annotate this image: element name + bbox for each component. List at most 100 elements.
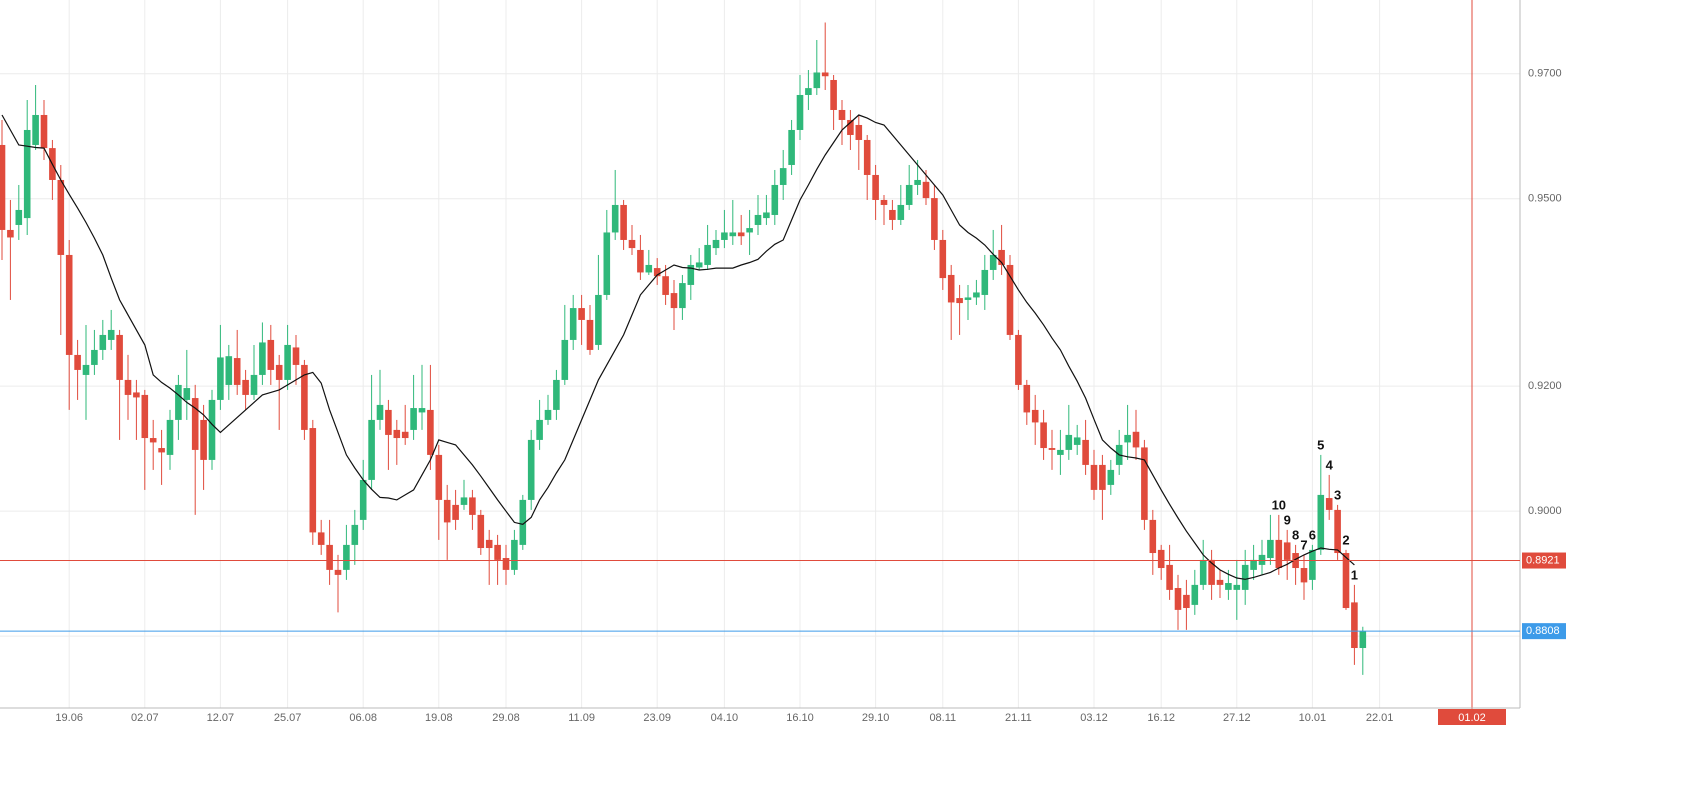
candle-body [737,232,745,237]
candle-body [620,204,627,240]
candle-body [116,334,123,380]
candle-body [469,497,476,515]
candle-body [23,129,31,219]
candle-body [763,212,770,219]
candle-body [712,239,720,249]
candle-body [981,269,989,295]
candle-body [989,254,997,270]
candle-body [586,319,594,350]
x-tick-label: 01.02 [1458,712,1486,724]
x-tick-label: 06.08 [349,712,377,724]
candle-body [611,204,619,233]
x-tick-label: 23.09 [643,712,671,724]
price-label: 0.8921 [1526,554,1560,566]
x-tick-label: 19.06 [55,712,83,724]
candle-body [746,228,753,233]
candle-body [65,254,73,355]
candle-body [1048,448,1056,450]
candle-body [855,124,863,140]
candle-body [998,249,1005,265]
candle-body [914,179,921,185]
x-tick-label: 19.08 [425,712,453,724]
candle-body [175,384,182,420]
candle-body [1233,584,1241,590]
x-tick-label: 03.12 [1080,712,1108,724]
candle-body [1174,588,1182,610]
x-tick-label: 29.10 [862,712,890,724]
candle-body [133,392,140,398]
candle-body [796,94,804,130]
candle-label: 10 [1272,497,1286,512]
candle-body [1065,434,1073,450]
candle-label: 3 [1334,487,1341,502]
candle-body [1267,539,1274,559]
candle-body [536,419,543,440]
candle-body [1342,553,1350,609]
candle-body [771,184,779,215]
candle-body [788,129,795,165]
candle-body [208,399,216,460]
candle-body [191,398,199,450]
candle-body [1191,584,1199,605]
x-tick-label: 04.10 [711,712,739,724]
candle-body [779,168,787,185]
candle-label: 5 [1317,437,1324,452]
x-tick-label: 22.01 [1366,712,1394,724]
candle-body [1107,469,1115,485]
candle-body [595,294,602,345]
candle-body [1149,519,1157,554]
candle-body [485,539,493,549]
candle-body [301,364,308,430]
candle-body [443,499,451,523]
candle-label: 8 [1292,527,1299,542]
candle-body [1015,334,1022,385]
candle-body [0,144,6,230]
candle-body [1132,431,1140,448]
x-tick-label: 11.09 [568,712,595,724]
candle-label: 6 [1309,527,1316,542]
candle-label: 9 [1284,512,1291,527]
candle-body [603,232,611,295]
candle-body [1090,464,1098,490]
candle-body [1023,384,1031,413]
candle-body [821,72,829,77]
candle-body [1351,602,1358,649]
candle-body [1199,559,1207,585]
candle-body [1275,539,1283,569]
candle-body [1099,464,1106,490]
crosshair-label-box [1438,709,1506,725]
candle-body [805,88,812,95]
candle-body [1258,554,1266,565]
candle-body [813,72,821,89]
x-tick-label: 27.12 [1223,712,1251,724]
candle-body [275,364,283,380]
candle-body [1082,439,1089,465]
candle-body [351,524,359,545]
candle-body [931,198,938,240]
candle-body [1309,549,1316,580]
y-tick-label: 0.9000 [1528,505,1562,517]
candle-body [32,114,39,145]
candle-body [343,544,350,570]
x-tick-label: 08.11 [929,712,956,724]
price-label: 0.8808 [1526,625,1560,637]
candle-body [830,79,837,110]
candle-body [1006,264,1014,335]
candle-body [15,209,23,225]
candle-body [149,438,157,443]
candle-body [284,344,291,380]
x-tick-label: 25.07 [274,712,302,724]
candle-body [511,539,518,570]
candle-body [704,244,711,265]
candle-body [1208,559,1215,585]
candle-body [578,308,585,320]
candle-body [292,347,300,365]
candle-body [1124,434,1131,443]
candle-body [956,298,963,304]
candle-body [82,364,90,375]
candle-body [1325,498,1333,510]
candle-body [1225,583,1232,590]
candle-body [947,274,955,303]
candle-body [939,239,947,279]
candle-body [872,174,879,200]
